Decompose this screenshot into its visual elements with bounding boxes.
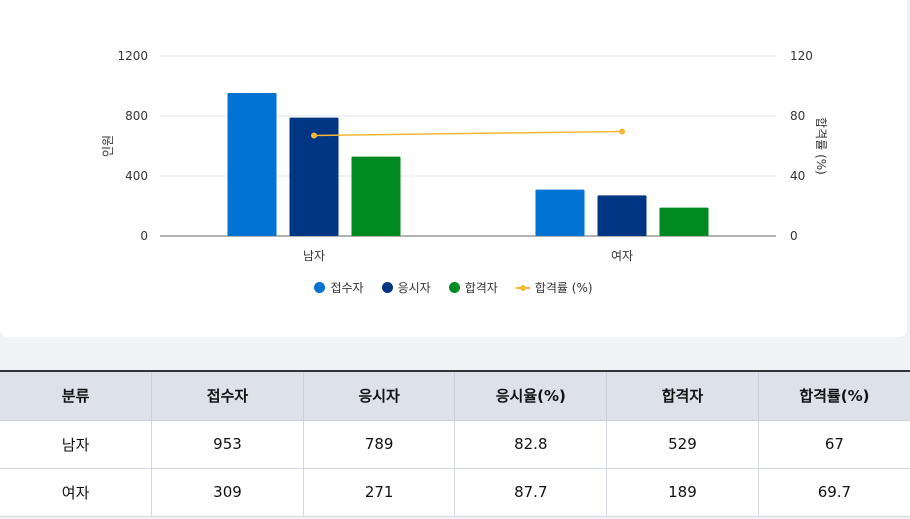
cell-passers: 189 bbox=[606, 468, 759, 517]
table-row: 여자 309 271 87.7 189 69.7 bbox=[0, 468, 910, 517]
cell-applicants: 953 bbox=[151, 420, 304, 469]
cell-applicants: 309 bbox=[151, 468, 304, 517]
y-axis-label: 인원 bbox=[101, 135, 115, 157]
header-exam-rate[interactable]: 응시율(%) bbox=[454, 370, 608, 421]
header-examinees[interactable]: 응시자 bbox=[303, 370, 456, 421]
bar bbox=[535, 189, 585, 236]
x-tick-label: 남자 bbox=[303, 249, 325, 263]
combo-chart: 0 400 800 1200 0 40 80 120 인원 합격률 (%) 남자 여자 bbox=[101, 49, 828, 263]
cell-exam-rate: 87.7 bbox=[454, 468, 608, 517]
bar bbox=[659, 207, 709, 236]
cell-exam-rate: 82.8 bbox=[454, 420, 608, 469]
line-point bbox=[311, 132, 317, 139]
bar bbox=[289, 117, 339, 236]
table-header-row: 분류 접수자 응시자 응시율(%) 합격자 합격률(%) bbox=[0, 370, 910, 421]
bar bbox=[351, 156, 401, 236]
y2-tick-label: 0 bbox=[790, 229, 798, 243]
series-line bbox=[313, 130, 623, 137]
legend-swatch-pass-rate bbox=[515, 282, 530, 293]
cell-category: 남자 bbox=[0, 420, 153, 469]
bar bbox=[597, 195, 647, 236]
cell-examinees: 271 bbox=[303, 468, 456, 517]
cell-category: 여자 bbox=[0, 468, 153, 517]
x-tick-label: 여자 bbox=[611, 249, 633, 263]
header-pass-rate[interactable]: 합격률(%) bbox=[758, 370, 910, 421]
legend-item-applicants[interactable]: 접수자 bbox=[314, 279, 364, 296]
legend-label-applicants: 접수자 bbox=[330, 281, 364, 295]
y2-axis-label: 합격률 (%) bbox=[814, 117, 828, 175]
y-tick-label: 800 bbox=[125, 109, 148, 123]
legend-item-examinees[interactable]: 응시자 bbox=[381, 279, 431, 296]
line-point bbox=[619, 128, 625, 135]
legend-swatch-passers bbox=[448, 282, 460, 293]
cell-pass-rate: 67 bbox=[758, 420, 910, 469]
legend-swatch-applicants bbox=[314, 282, 326, 293]
legend-label-pass-rate: 합격률 (%) bbox=[534, 281, 593, 295]
y2-tick-label: 80 bbox=[790, 109, 805, 123]
legend-item-pass-rate[interactable]: 합격률 (%) bbox=[515, 279, 593, 296]
legend-item-passers[interactable]: 합격자 bbox=[448, 279, 498, 296]
legend-swatch-examinees bbox=[381, 282, 393, 293]
header-passers[interactable]: 합격자 bbox=[606, 370, 759, 421]
header-category[interactable]: 분류 bbox=[0, 370, 153, 421]
cell-pass-rate: 69.7 bbox=[758, 468, 910, 517]
cell-passers: 529 bbox=[606, 420, 759, 469]
table-row: 남자 953 789 82.8 529 67 bbox=[0, 420, 910, 469]
y-tick-label: 1200 bbox=[117, 49, 148, 63]
stats-table: 분류 접수자 응시자 응시율(%) 합격자 합격률(%) 남자 953 789 … bbox=[0, 370, 910, 517]
legend-label-passers: 합격자 bbox=[464, 281, 498, 295]
legend-label-examinees: 응시자 bbox=[397, 281, 431, 295]
header-applicants[interactable]: 접수자 bbox=[151, 370, 304, 421]
chart-legend: 접수자 응시자 합격자 합격률 (%) bbox=[0, 279, 907, 296]
chart-card: 0 400 800 1200 0 40 80 120 인원 합격률 (%) 남자 여자 접수자 응시자… bbox=[0, 0, 907, 337]
y2-tick-label: 120 bbox=[790, 49, 813, 63]
y2-tick-label: 40 bbox=[790, 169, 805, 183]
y-tick-label: 0 bbox=[140, 229, 148, 243]
bar bbox=[227, 93, 277, 236]
y-tick-label: 400 bbox=[125, 169, 148, 183]
cell-examinees: 789 bbox=[303, 420, 456, 469]
